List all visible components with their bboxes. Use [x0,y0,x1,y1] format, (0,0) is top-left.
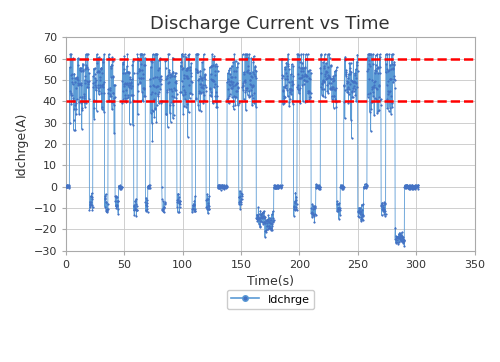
Title: Discharge Current vs Time: Discharge Current vs Time [150,15,390,33]
X-axis label: Time(s): Time(s) [247,275,294,289]
Legend: Idchrge: Idchrge [226,290,314,309]
Y-axis label: Idchrge(A): Idchrge(A) [15,111,28,177]
